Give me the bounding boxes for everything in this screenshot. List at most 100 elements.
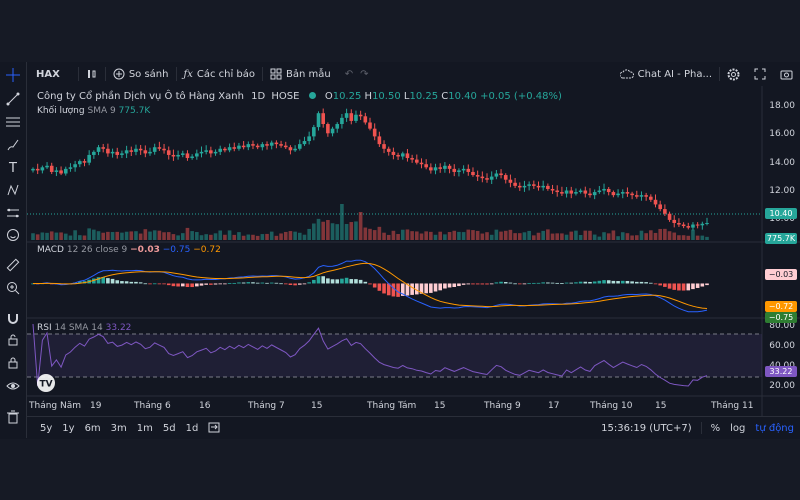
macd-hist-bar (541, 282, 545, 284)
undo-button[interactable]: ↶ (338, 62, 360, 86)
range-1d[interactable]: 1d (185, 422, 199, 434)
date-range-button[interactable] (203, 421, 225, 436)
percent-toggle[interactable]: % (710, 422, 721, 434)
emoji-tool[interactable] (4, 226, 22, 244)
range-1y[interactable]: 1y (62, 422, 75, 434)
volume-bar (471, 230, 475, 240)
trendline-tool[interactable] (4, 90, 22, 108)
ruler-tool[interactable] (4, 256, 22, 274)
lock-drawings-tool[interactable] (4, 354, 22, 372)
visibility-tool[interactable] (4, 377, 22, 395)
volume-bar (35, 234, 40, 240)
fullscreen-button[interactable] (747, 62, 773, 86)
range-3m[interactable]: 3m (110, 422, 127, 434)
settings-button[interactable] (720, 62, 747, 86)
candle-body (162, 148, 166, 151)
macd-hist-bar (705, 283, 709, 286)
candle-body (532, 184, 536, 186)
volume-bar (588, 230, 592, 240)
candle-body (283, 145, 288, 148)
macd-hist-bar (269, 282, 274, 284)
candle-body (106, 148, 110, 154)
candle-body (148, 151, 152, 154)
volume-bar (386, 234, 391, 240)
volume-bar (700, 235, 705, 240)
range-6m[interactable]: 6m (84, 422, 101, 434)
magnet-tool[interactable] (4, 309, 22, 327)
candle-body (368, 122, 372, 129)
candle-body (461, 168, 466, 171)
interval-button[interactable] (79, 62, 105, 86)
volume-bar (269, 231, 274, 240)
compare-button[interactable]: So sánh (106, 62, 176, 86)
volume-bar (522, 232, 527, 240)
candle-body (260, 144, 265, 148)
brush-tool[interactable] (4, 136, 22, 154)
volume-bar (541, 230, 545, 240)
zoom-tool[interactable] (4, 279, 22, 297)
trendline-icon (6, 92, 20, 106)
candle-body (677, 222, 681, 225)
macd-hist-bar (574, 282, 578, 284)
symbol-label: HAX (36, 68, 60, 80)
volume-bar (330, 223, 335, 240)
auto-scale-toggle[interactable]: tự động (755, 422, 794, 434)
volume-bar (340, 204, 344, 240)
candle-body (391, 151, 396, 155)
lock-tool[interactable] (4, 331, 22, 349)
clock-timezone[interactable]: 15:36:19 (UTC+7) (601, 422, 692, 434)
candle-body (82, 161, 87, 163)
range-5y[interactable]: 5y (40, 422, 53, 434)
candle-body (302, 141, 307, 145)
camera-icon (780, 70, 793, 79)
chart-area[interactable]: 18.00 16.00 14.00 12.00 10.00 80.00 60.0… (27, 86, 800, 416)
main-legend[interactable]: Công ty Cổ phần Dịch vụ Ô tô Hàng Xanh 1… (37, 91, 562, 102)
range-1m[interactable]: 1m (136, 422, 153, 434)
rsi-legend[interactable]: RSI 14 SMA 14 33.22 (37, 323, 131, 333)
trash-tool[interactable] (4, 408, 22, 426)
zoom-in-icon (7, 282, 20, 295)
pattern-tool[interactable] (4, 181, 22, 199)
macd-hist-bar (255, 282, 260, 284)
volume-bar (634, 235, 639, 240)
candle-body (649, 196, 653, 200)
chart-canvas[interactable]: 18.00 16.00 14.00 12.00 10.00 80.00 60.0… (27, 86, 800, 416)
macd-hist-bar (115, 280, 120, 284)
macd-hist-bar (499, 281, 503, 284)
log-toggle[interactable]: log (730, 422, 746, 434)
macd-hist-bar (555, 282, 560, 284)
measure-lines-tool[interactable] (4, 204, 22, 222)
volume-bar (190, 231, 194, 240)
volume-bar (297, 232, 302, 240)
macd-hist-bar (639, 281, 644, 284)
macd-hist-bar (213, 283, 218, 285)
templates-button[interactable]: Bản mẫu (263, 62, 338, 86)
chat-ai-button[interactable]: Chat AI - Pha... (613, 62, 719, 86)
macd-legend[interactable]: MACD 12 26 close 9 −0.03 −0.75 −0.72 (37, 245, 221, 255)
volume-bar (283, 231, 288, 240)
rsi-tick: 20.00 (769, 381, 795, 391)
volume-bar (335, 224, 340, 240)
candle-body (400, 153, 405, 157)
range-5d[interactable]: 5d (162, 422, 176, 434)
high-value: 10.50 (372, 91, 401, 102)
rsi-tick: 60.00 (769, 341, 795, 351)
volume-bar (438, 231, 443, 240)
snapshot-button[interactable] (773, 62, 800, 86)
macd-hist-bar (513, 283, 517, 285)
indicators-button[interactable]: ƒx Các chỉ báo (177, 62, 263, 86)
text-tool[interactable]: T (4, 159, 22, 177)
redo-button[interactable]: ↷ (360, 62, 375, 86)
macd-line-tag: −0.75 (765, 312, 797, 323)
volume-bar (54, 232, 59, 240)
macd-hist-bar (321, 276, 325, 284)
symbol-search[interactable]: HAX (0, 62, 78, 86)
volume-bar (204, 234, 208, 240)
candle-body (59, 170, 63, 174)
volume-legend[interactable]: Khối lượng SMA 9 775.7K (37, 106, 150, 116)
crosshair-tool[interactable] (4, 66, 22, 84)
fib-tool[interactable] (4, 113, 22, 131)
candle-body (527, 184, 531, 186)
macd-hist-bar (592, 281, 597, 284)
candle-body (223, 148, 227, 151)
